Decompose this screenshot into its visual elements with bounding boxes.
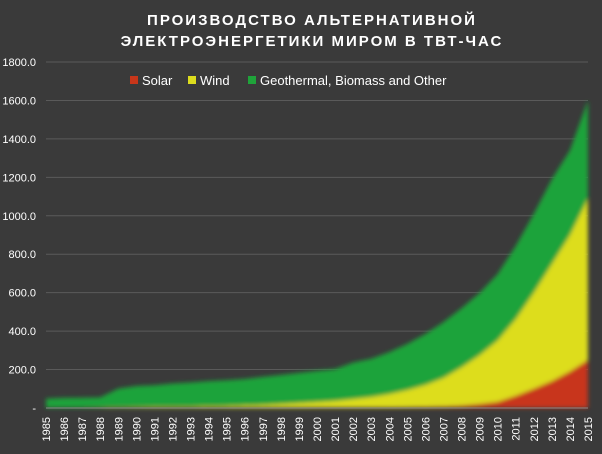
legend-swatch [130, 76, 138, 84]
x-tick-label: 2009 [475, 417, 487, 441]
x-tick-label: 2014 [565, 417, 577, 441]
x-tick-label: 1991 [149, 417, 161, 441]
x-tick-label: 1985 [41, 417, 53, 441]
x-tick-label: 2008 [457, 417, 469, 441]
grid [46, 61, 588, 371]
x-tick-label: 2002 [348, 417, 360, 441]
y-tick-label: 1200.0 [2, 172, 36, 184]
x-tick-label: 2001 [330, 417, 342, 441]
area-series-2 [46, 198, 588, 408]
legend-swatch [188, 76, 196, 84]
x-tick-label: 1992 [167, 417, 179, 441]
y-tick-label: 600.0 [8, 288, 36, 300]
chart-title-line-2: ЭЛЕКТРОЭНЕРГЕТИКИ МИРОМ В ТВТ-ЧАС [121, 33, 504, 50]
x-tick-label: 2013 [547, 417, 559, 441]
legend-label: Geothermal, Biomass and Other [260, 73, 447, 88]
x-tick-label: 1996 [240, 417, 252, 441]
legend: Solar Wind Geothermal, Biomass and Other [130, 73, 447, 88]
x-tick-label: 1989 [113, 417, 125, 441]
x-tick-label: 1997 [258, 417, 270, 441]
x-tick-label: 1993 [186, 417, 198, 441]
x-tick-label: 2005 [402, 417, 414, 441]
x-tick-label: 2003 [366, 417, 378, 441]
x-tick-label: 2004 [384, 417, 396, 441]
y-tick-label: 1400.0 [2, 134, 36, 146]
x-tick-label: 2012 [529, 417, 541, 441]
y-tick-label: 400.0 [8, 326, 36, 338]
x-tick-label: 1999 [294, 417, 306, 441]
legend-label: Wind [200, 73, 230, 88]
y-tick-label: 1000.0 [2, 211, 36, 223]
x-tick-label: 1990 [131, 417, 143, 441]
area-series-1 [46, 359, 588, 408]
chart-title-line-1: ПРОИЗВОДСТВО АЛЬТЕРНАТИВНОЙ [147, 11, 477, 29]
y-tick-label: 1800.0 [2, 57, 36, 69]
x-tick-label: 1994 [204, 417, 216, 441]
x-tick-label: 2000 [312, 417, 324, 441]
legend-label: Solar [142, 73, 173, 88]
y-tick-label: 800.0 [8, 249, 36, 261]
y-tick-label: 200.0 [8, 365, 36, 377]
x-tick-label: 2007 [438, 417, 450, 441]
x-tick-label: 2015 [583, 417, 595, 441]
y-tick-label: 1600.0 [2, 95, 36, 107]
axes: - 200.0 400.0 600.0 800.0 1000.0 1200.0 1400.0 1… [2, 57, 595, 441]
plot-area [46, 100, 588, 408]
x-tick-label: 1998 [276, 417, 288, 441]
x-tick-label: 1988 [95, 417, 107, 441]
y-tick-label: - [32, 403, 36, 415]
x-tick-label: 2010 [493, 417, 505, 441]
x-tick-label: 1987 [77, 417, 89, 441]
legend-swatch [248, 76, 256, 84]
x-tick-label: 2011 [511, 417, 523, 441]
x-tick-label: 2006 [420, 417, 432, 441]
x-tick-label: 1986 [59, 417, 71, 441]
x-tick-label: 1995 [222, 417, 234, 441]
area-series-3 [46, 100, 588, 408]
